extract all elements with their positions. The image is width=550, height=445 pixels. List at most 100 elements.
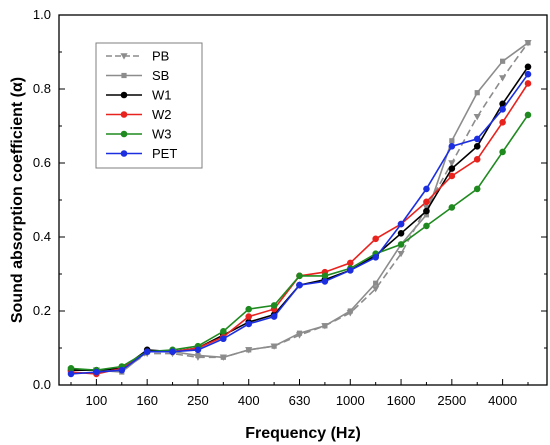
legend-label-pet: PET bbox=[152, 146, 177, 161]
data-point-pet bbox=[321, 278, 329, 285]
legend-marker-w3 bbox=[120, 130, 128, 138]
legend-label-w1: W1 bbox=[152, 88, 172, 103]
data-point-pb bbox=[499, 75, 507, 82]
data-point-w1 bbox=[448, 165, 456, 172]
data-point-w3 bbox=[296, 272, 303, 280]
data-point-sb bbox=[322, 323, 328, 329]
data-point-w3 bbox=[499, 148, 506, 156]
x-axis-title: Frequency (Hz) bbox=[245, 425, 361, 442]
data-point-pet bbox=[448, 143, 456, 150]
x-tick-label: 2500 bbox=[437, 393, 466, 408]
y-tick-label: 1.0 bbox=[33, 7, 51, 22]
data-point-pet bbox=[473, 135, 481, 143]
data-point-w3 bbox=[245, 305, 253, 313]
legend: PB SB W1 W2 W3 PET bbox=[95, 42, 203, 169]
data-point-sb bbox=[296, 330, 303, 336]
x-tick-label: 400 bbox=[238, 393, 260, 408]
data-point-w1 bbox=[397, 230, 405, 237]
data-point-sb bbox=[195, 352, 201, 358]
data-point-pet bbox=[220, 335, 227, 343]
x-tick-label: 1600 bbox=[387, 393, 416, 408]
data-point-pb bbox=[448, 160, 456, 167]
legend-box bbox=[95, 42, 203, 169]
x-tick-label: 250 bbox=[187, 393, 209, 408]
data-point-w3 bbox=[321, 272, 329, 280]
y-tick-label: 0.4 bbox=[33, 229, 51, 244]
data-point-sb bbox=[246, 347, 252, 353]
y-tick-label: 0.8 bbox=[33, 81, 51, 96]
data-point-sb bbox=[220, 354, 226, 360]
data-point-w3 bbox=[473, 185, 481, 193]
data-point-sb bbox=[423, 212, 430, 218]
legend-item-pet: PET bbox=[106, 146, 177, 161]
data-point-pet bbox=[524, 70, 532, 78]
data-point-pet bbox=[423, 185, 430, 193]
data-point-w1 bbox=[524, 63, 532, 71]
data-point-w2 bbox=[346, 259, 354, 267]
data-point-w3 bbox=[524, 111, 532, 119]
legend-label-w2: W2 bbox=[152, 107, 172, 122]
data-point-pb bbox=[473, 114, 481, 121]
data-point-pet bbox=[93, 368, 100, 376]
legend-item-pb: PB bbox=[106, 49, 169, 64]
legend-marker-w1 bbox=[120, 91, 128, 99]
data-point-pet bbox=[118, 366, 126, 374]
data-point-w3 bbox=[397, 241, 405, 248]
legend-item-w1: W1 bbox=[106, 88, 172, 103]
legend-label-sb: SB bbox=[152, 68, 169, 83]
data-point-pb bbox=[397, 250, 405, 258]
data-point-w3 bbox=[423, 222, 430, 230]
data-point-pet bbox=[245, 320, 253, 328]
data-point-w2 bbox=[423, 198, 430, 206]
data-point-pet bbox=[346, 267, 354, 274]
data-point-sb bbox=[500, 58, 506, 64]
data-point-w3 bbox=[270, 302, 278, 309]
data-point-pet bbox=[169, 348, 176, 356]
data-point-sb bbox=[474, 90, 480, 96]
x-tick-label: 1000 bbox=[336, 393, 365, 408]
data-point-w3 bbox=[448, 204, 456, 211]
data-point-sb bbox=[525, 40, 531, 46]
legend-marker-sb bbox=[121, 72, 127, 79]
legend-item-w3: W3 bbox=[106, 127, 172, 142]
y-tick-label: 0.0 bbox=[33, 377, 51, 392]
x-tick-label: 160 bbox=[136, 393, 158, 408]
data-point-pb bbox=[372, 286, 380, 293]
data-point-w2 bbox=[245, 313, 253, 320]
data-point-w1 bbox=[423, 207, 430, 215]
data-point-sb bbox=[449, 138, 455, 144]
series-pet bbox=[67, 70, 532, 378]
data-point-pet bbox=[397, 220, 405, 228]
data-point-pet bbox=[296, 281, 303, 289]
y-axis-ticks: 0.0 0.2 0.4 0.6 0.8 1.0 bbox=[33, 7, 547, 392]
data-point-w2 bbox=[448, 172, 456, 180]
x-tick-label: 630 bbox=[289, 393, 311, 408]
legend-label-w3: W3 bbox=[152, 127, 172, 142]
data-point-w2 bbox=[499, 119, 506, 126]
legend-item-w2: W2 bbox=[106, 107, 172, 122]
data-point-w1 bbox=[473, 143, 481, 150]
data-point-pet bbox=[499, 106, 506, 113]
data-point-w2 bbox=[372, 235, 379, 243]
data-point-sb bbox=[373, 280, 379, 286]
y-tick-label: 0.6 bbox=[33, 155, 51, 170]
data-point-pet bbox=[67, 370, 75, 378]
series-layer bbox=[67, 40, 532, 378]
x-tick-label: 100 bbox=[86, 393, 108, 408]
x-axis-ticks: 100 160 250 400 630 1000 1600 2500 4000 bbox=[70, 379, 529, 408]
x-tick-label: 4000 bbox=[488, 393, 517, 408]
data-point-w3 bbox=[67, 365, 75, 372]
data-point-pet bbox=[372, 254, 379, 261]
legend-label-pb: PB bbox=[152, 49, 169, 64]
data-point-w2 bbox=[524, 80, 532, 87]
legend-marker-w2 bbox=[120, 111, 128, 118]
data-point-pet bbox=[270, 313, 278, 320]
data-point-pet bbox=[143, 348, 151, 356]
y-axis-title: Sound absorption coefficient (α) bbox=[9, 77, 26, 323]
legend-marker-pb bbox=[120, 53, 128, 60]
data-point-sb bbox=[271, 343, 277, 349]
data-point-w3 bbox=[220, 328, 227, 335]
y-tick-label: 0.2 bbox=[33, 303, 51, 318]
legend-marker-pet bbox=[120, 150, 128, 157]
